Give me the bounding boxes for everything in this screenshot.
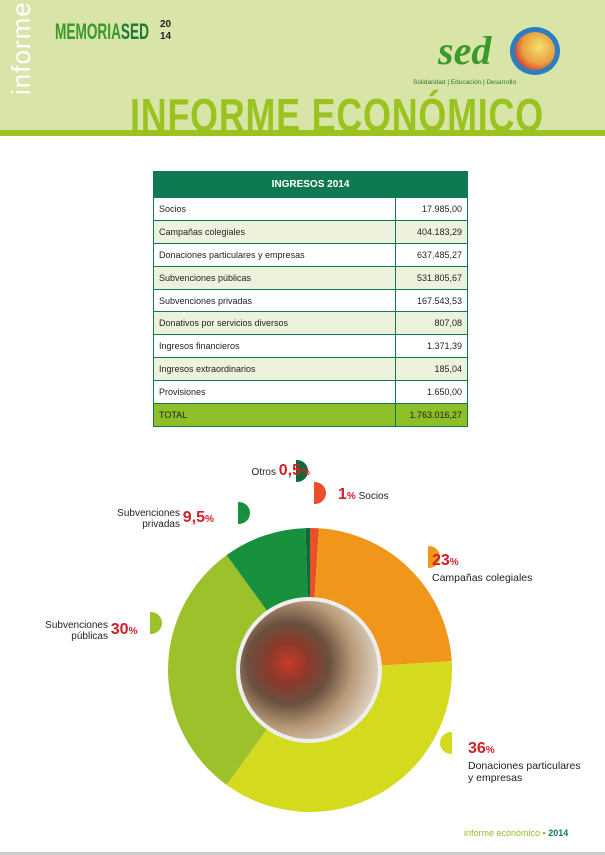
memoria-text: MEMORIA xyxy=(55,19,121,44)
slice-5 xyxy=(305,528,310,601)
dove-globe-icon xyxy=(510,27,560,75)
slice-percent: 36% xyxy=(468,740,495,757)
row-value: 807,08 xyxy=(395,311,468,336)
year-top: 20 xyxy=(160,19,172,30)
slice-percent: 1% xyxy=(338,486,356,503)
label-marker-3 xyxy=(150,612,162,634)
table-row: Subvenciones públicas 531.805,67 xyxy=(153,265,468,290)
slice-name: Subvenciones privadas xyxy=(117,508,180,530)
footer-text: informe económico xyxy=(464,828,541,838)
income-table: INGRESOS 2014 Socios 17.985,00 Campañas co… xyxy=(153,171,468,427)
table-row: Donativos por servicios diversos 807,08 xyxy=(153,311,468,336)
footer-rule xyxy=(0,852,605,855)
total-value: 1.763.016,27 xyxy=(395,403,468,427)
slice-name: Subvenciones públicas xyxy=(45,620,108,642)
header-band xyxy=(0,0,605,130)
slice-label-1: 23% Campañas colegiales xyxy=(432,552,552,584)
table-row: Provisiones 1.650,00 xyxy=(153,380,468,405)
slice-label-2: 36% Donaciones particulares y empresas xyxy=(468,740,588,784)
slice-name: Campañas colegiales xyxy=(432,572,533,584)
slice-2 xyxy=(226,661,452,812)
total-row: TOTAL 1.763.016,27 xyxy=(153,403,468,427)
label-marker-1 xyxy=(428,546,440,568)
slice-1 xyxy=(314,528,452,666)
memoria-year: 20 14 xyxy=(160,19,171,43)
header-rule xyxy=(0,130,605,136)
row-value: 404.183,29 xyxy=(395,219,468,244)
table-row: Socios 17.985,00 xyxy=(153,197,468,221)
slice-4 xyxy=(226,528,308,614)
label-marker-0 xyxy=(314,482,326,504)
total-label: TOTAL xyxy=(153,403,396,427)
logo-text: sed xyxy=(438,28,492,73)
row-label: Campañas colegiales xyxy=(153,219,396,244)
slice-name: Socios xyxy=(358,491,389,502)
sed-logo: sed Solidaridad | Educación | Desarrollo xyxy=(410,15,570,90)
slice-name: Otros xyxy=(251,466,276,478)
row-label: Subvenciones públicas xyxy=(153,265,396,290)
table-row: Campañas colegiales 404.183,29 xyxy=(153,219,468,244)
slice-percent: 30% xyxy=(110,620,138,638)
label-marker-2 xyxy=(440,732,452,754)
slice-0 xyxy=(310,528,319,601)
slice-label-0: 1% Socios xyxy=(338,486,389,506)
row-label: Donativos por servicios diversos xyxy=(153,311,396,336)
slice-3 xyxy=(167,555,269,785)
slice-percent: 23% xyxy=(432,552,459,569)
label-marker-4 xyxy=(238,502,250,524)
row-value: 185,04 xyxy=(395,357,468,382)
slice-label-4: Subvenciones privadas 9,5% xyxy=(110,508,214,530)
footer: informe económico ▪ 2014 xyxy=(464,828,569,838)
year-bottom: 14 xyxy=(160,31,172,42)
slice-percent: 9,5% xyxy=(182,508,214,526)
slice-label-3: Subvenciones públicas 30% xyxy=(38,620,137,642)
logo-tagline: Solidaridad | Educación | Desarrollo xyxy=(413,79,517,86)
memoria-logo: MEMORIASED xyxy=(55,20,149,44)
page-title: INFORME ECONÓMICO xyxy=(130,89,544,141)
slice-percent: 0,5% xyxy=(278,462,310,479)
table-row: Subvenciones privadas 167.543,53 xyxy=(153,288,468,313)
slice-label-5: Otros 0,5% xyxy=(206,462,310,482)
row-value: 167.543,53 xyxy=(395,288,468,313)
center-photo xyxy=(236,597,382,743)
table-title: INGRESOS 2014 xyxy=(153,171,468,198)
row-value: 531.805,67 xyxy=(395,265,468,290)
label-marker-5 xyxy=(296,460,308,482)
sed-text: SED xyxy=(120,19,149,44)
slice-name: Donaciones particulares y empresas xyxy=(468,760,581,784)
footer-year: 2014 xyxy=(548,828,569,838)
